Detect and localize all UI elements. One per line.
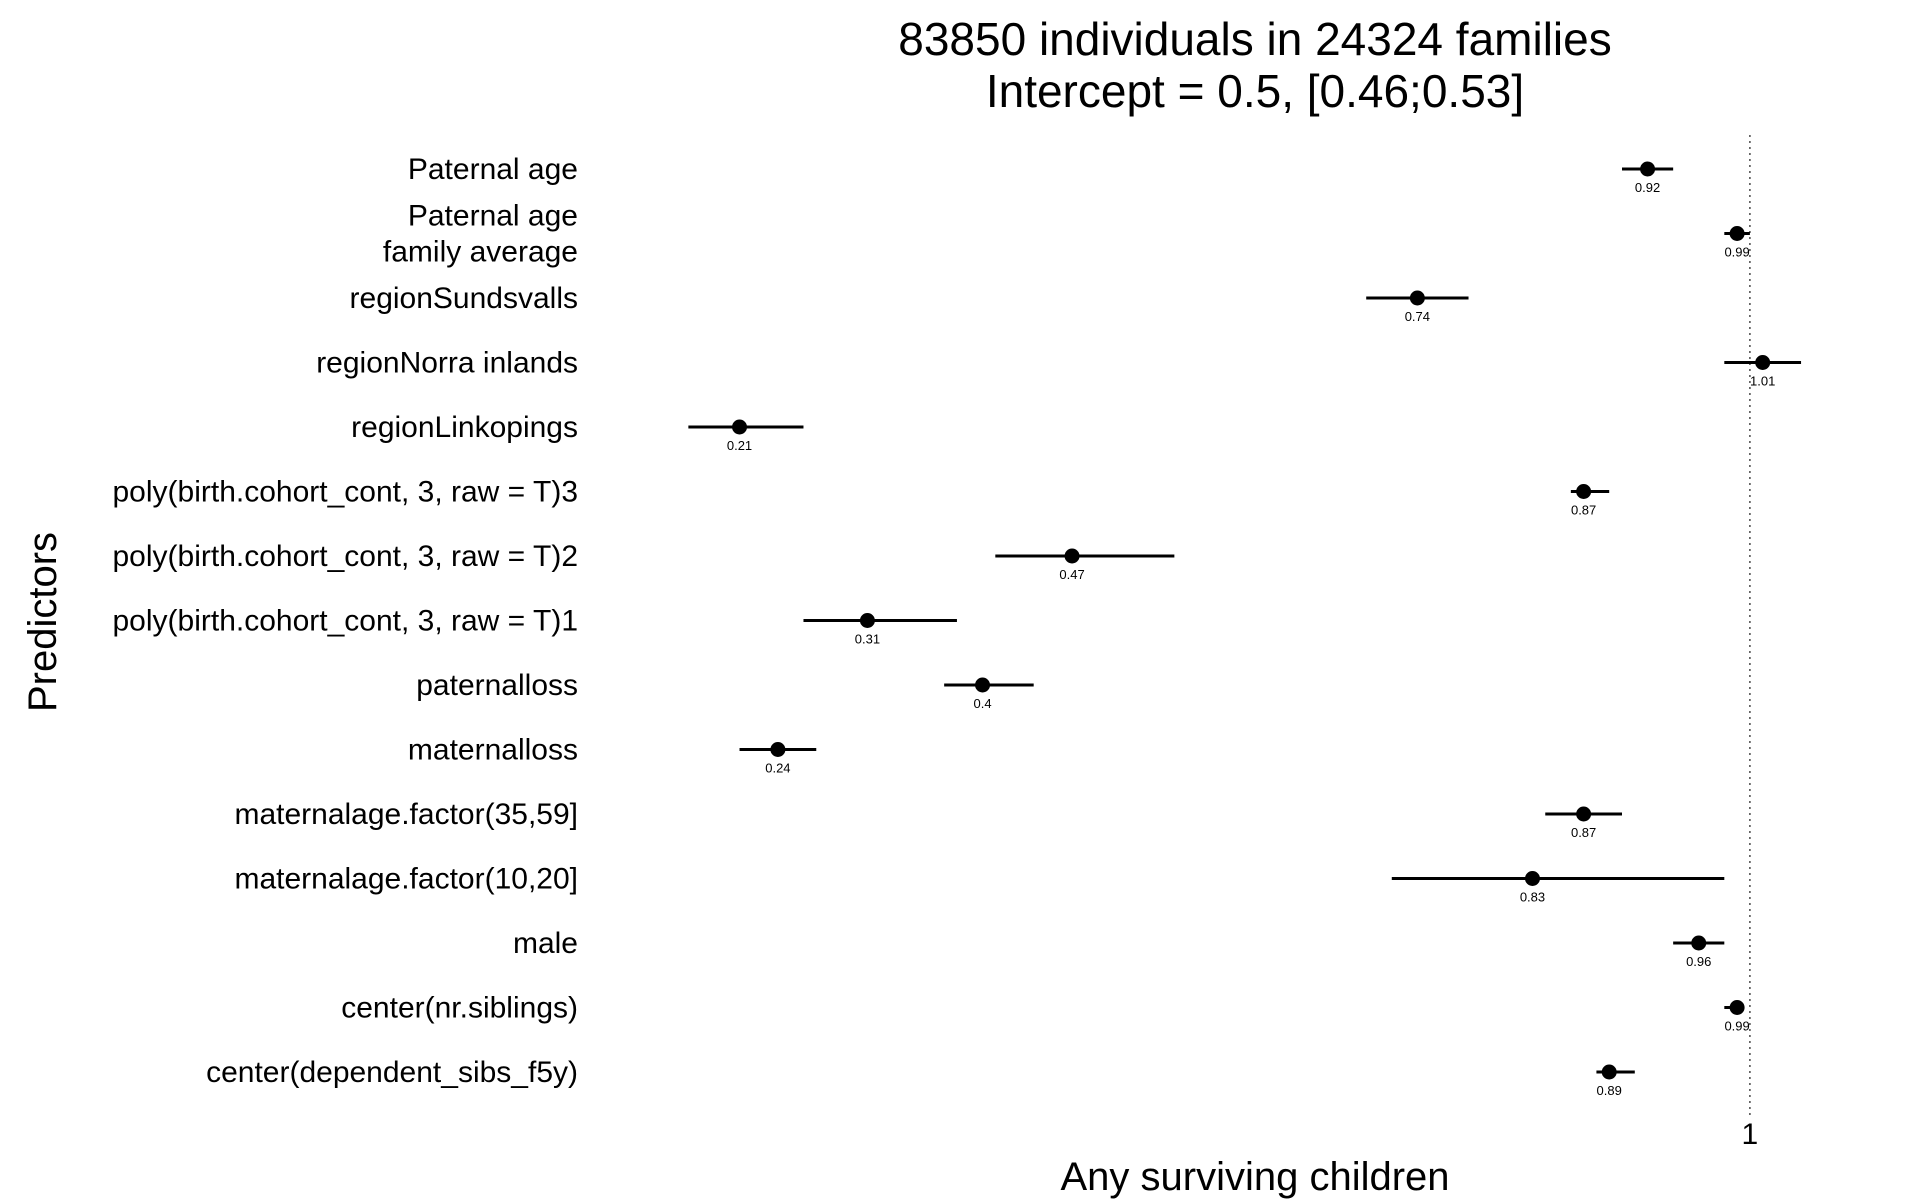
predictor-label-line: paternalloss bbox=[416, 669, 578, 702]
estimate-row: regionNorra inlands 1.01 bbox=[316, 347, 1802, 389]
value-label: 1.01 bbox=[1750, 374, 1775, 389]
estimate-row: Paternal age family average 0.99 bbox=[383, 200, 1750, 269]
estimate-row: paternalloss 0.4 bbox=[416, 669, 1034, 711]
value-label: 0.87 bbox=[1571, 825, 1596, 840]
estimate-row: poly(birth.cohort_cont, 3, raw = T)3 0.87 bbox=[113, 476, 1610, 518]
estimate-row: regionSundsvalls 0.74 bbox=[350, 282, 1469, 324]
predictor-label-line: Paternal age bbox=[408, 153, 578, 186]
point-estimate bbox=[1064, 548, 1080, 564]
estimate-row: maternalloss 0.24 bbox=[408, 734, 817, 776]
estimate-row: poly(birth.cohort_cont, 3, raw = T)1 0.31 bbox=[113, 605, 957, 647]
value-label: 0.96 bbox=[1686, 954, 1711, 969]
predictor-label-line: regionLinkopings bbox=[351, 411, 578, 444]
predictor-label: Paternal age bbox=[408, 153, 578, 186]
point-estimate bbox=[732, 419, 748, 435]
predictor-label: center(nr.siblings) bbox=[341, 992, 578, 1025]
point-estimate bbox=[1640, 161, 1656, 177]
predictor-label: male bbox=[513, 927, 578, 960]
estimate-row: maternalage.factor(35,59] 0.87 bbox=[234, 798, 1622, 840]
point-estimate bbox=[975, 677, 991, 693]
predictor-label-line: maternalloss bbox=[408, 734, 578, 767]
chart-subtitle: Intercept = 0.5, [0.46;0.53] bbox=[986, 65, 1524, 117]
predictor-label-line: poly(birth.cohort_cont, 3, raw = T)1 bbox=[113, 605, 579, 638]
predictor-label-line: family average bbox=[383, 236, 578, 269]
predictor-label: regionSundsvalls bbox=[350, 282, 578, 315]
point-estimate bbox=[1576, 484, 1592, 499]
predictor-label: paternalloss bbox=[416, 669, 578, 702]
point-estimate bbox=[1729, 1000, 1745, 1015]
predictor-label-line: male bbox=[513, 927, 578, 960]
predictor-label-line: center(nr.siblings) bbox=[341, 992, 578, 1025]
estimate-row: center(dependent_sibs_f5y) 0.89 bbox=[206, 1056, 1635, 1098]
value-label: 0.87 bbox=[1571, 503, 1596, 518]
value-label: 0.74 bbox=[1405, 309, 1430, 324]
value-label: 0.99 bbox=[1724, 245, 1749, 260]
point-estimate bbox=[1729, 226, 1745, 241]
predictor-label: Paternal age family average bbox=[383, 200, 578, 269]
predictor-label-line: center(dependent_sibs_f5y) bbox=[206, 1056, 578, 1089]
predictor-label: maternalage.factor(35,59] bbox=[234, 798, 578, 831]
predictor-label-line: poly(birth.cohort_cont, 3, raw = T)2 bbox=[113, 540, 579, 573]
predictor-label: poly(birth.cohort_cont, 3, raw = T)1 bbox=[113, 605, 579, 638]
chart-title: 83850 individuals in 24324 families bbox=[898, 13, 1611, 65]
point-estimate bbox=[859, 613, 875, 628]
value-label: 0.21 bbox=[727, 438, 752, 453]
point-estimate bbox=[1524, 871, 1540, 886]
value-label: 0.31 bbox=[855, 632, 880, 647]
point-estimate bbox=[1576, 806, 1592, 822]
x-tick-label: 1 bbox=[1742, 1118, 1759, 1151]
predictor-label: regionNorra inlands bbox=[316, 347, 578, 380]
estimate-row: regionLinkopings 0.21 bbox=[351, 411, 804, 453]
predictor-label-line: Paternal age bbox=[408, 200, 578, 233]
point-estimate bbox=[1409, 290, 1425, 306]
value-label: 0.83 bbox=[1520, 890, 1545, 905]
predictor-label: regionLinkopings bbox=[351, 411, 578, 444]
estimate-row: male 0.96 bbox=[513, 927, 1725, 969]
value-label: 0.92 bbox=[1635, 180, 1660, 195]
value-label: 0.47 bbox=[1059, 567, 1084, 582]
estimate-row: poly(birth.cohort_cont, 3, raw = T)2 0.47 bbox=[113, 540, 1175, 582]
predictor-label: maternalloss bbox=[408, 734, 578, 767]
predictor-label: maternalage.factor(10,20] bbox=[234, 863, 578, 896]
estimate-row: maternalage.factor(10,20] 0.83 bbox=[234, 863, 1725, 905]
predictor-label-line: maternalage.factor(35,59] bbox=[234, 798, 578, 831]
predictor-label-line: regionSundsvalls bbox=[350, 282, 578, 315]
y-axis-title: Predictors bbox=[21, 532, 65, 712]
predictor-label: poly(birth.cohort_cont, 3, raw = T)3 bbox=[113, 476, 579, 509]
point-estimate bbox=[770, 742, 786, 757]
predictor-label-line: regionNorra inlands bbox=[316, 347, 578, 380]
predictor-label-line: poly(birth.cohort_cont, 3, raw = T)3 bbox=[113, 476, 579, 509]
point-estimate bbox=[1691, 935, 1707, 951]
point-estimate bbox=[1601, 1064, 1617, 1080]
value-label: 0.24 bbox=[765, 761, 790, 776]
point-estimate bbox=[1755, 355, 1771, 370]
x-axis-title: Any surviving children bbox=[1060, 1155, 1449, 1199]
value-label: 0.99 bbox=[1724, 1019, 1749, 1034]
predictor-label: poly(birth.cohort_cont, 3, raw = T)2 bbox=[113, 540, 579, 573]
predictor-label-line: maternalage.factor(10,20] bbox=[234, 863, 578, 896]
estimate-row: center(nr.siblings) 0.99 bbox=[341, 992, 1750, 1034]
estimate-row: Paternal age 0.92 bbox=[408, 153, 1674, 195]
value-label: 0.89 bbox=[1597, 1083, 1622, 1098]
predictor-label: center(dependent_sibs_f5y) bbox=[206, 1056, 578, 1089]
value-label: 0.4 bbox=[973, 696, 991, 711]
